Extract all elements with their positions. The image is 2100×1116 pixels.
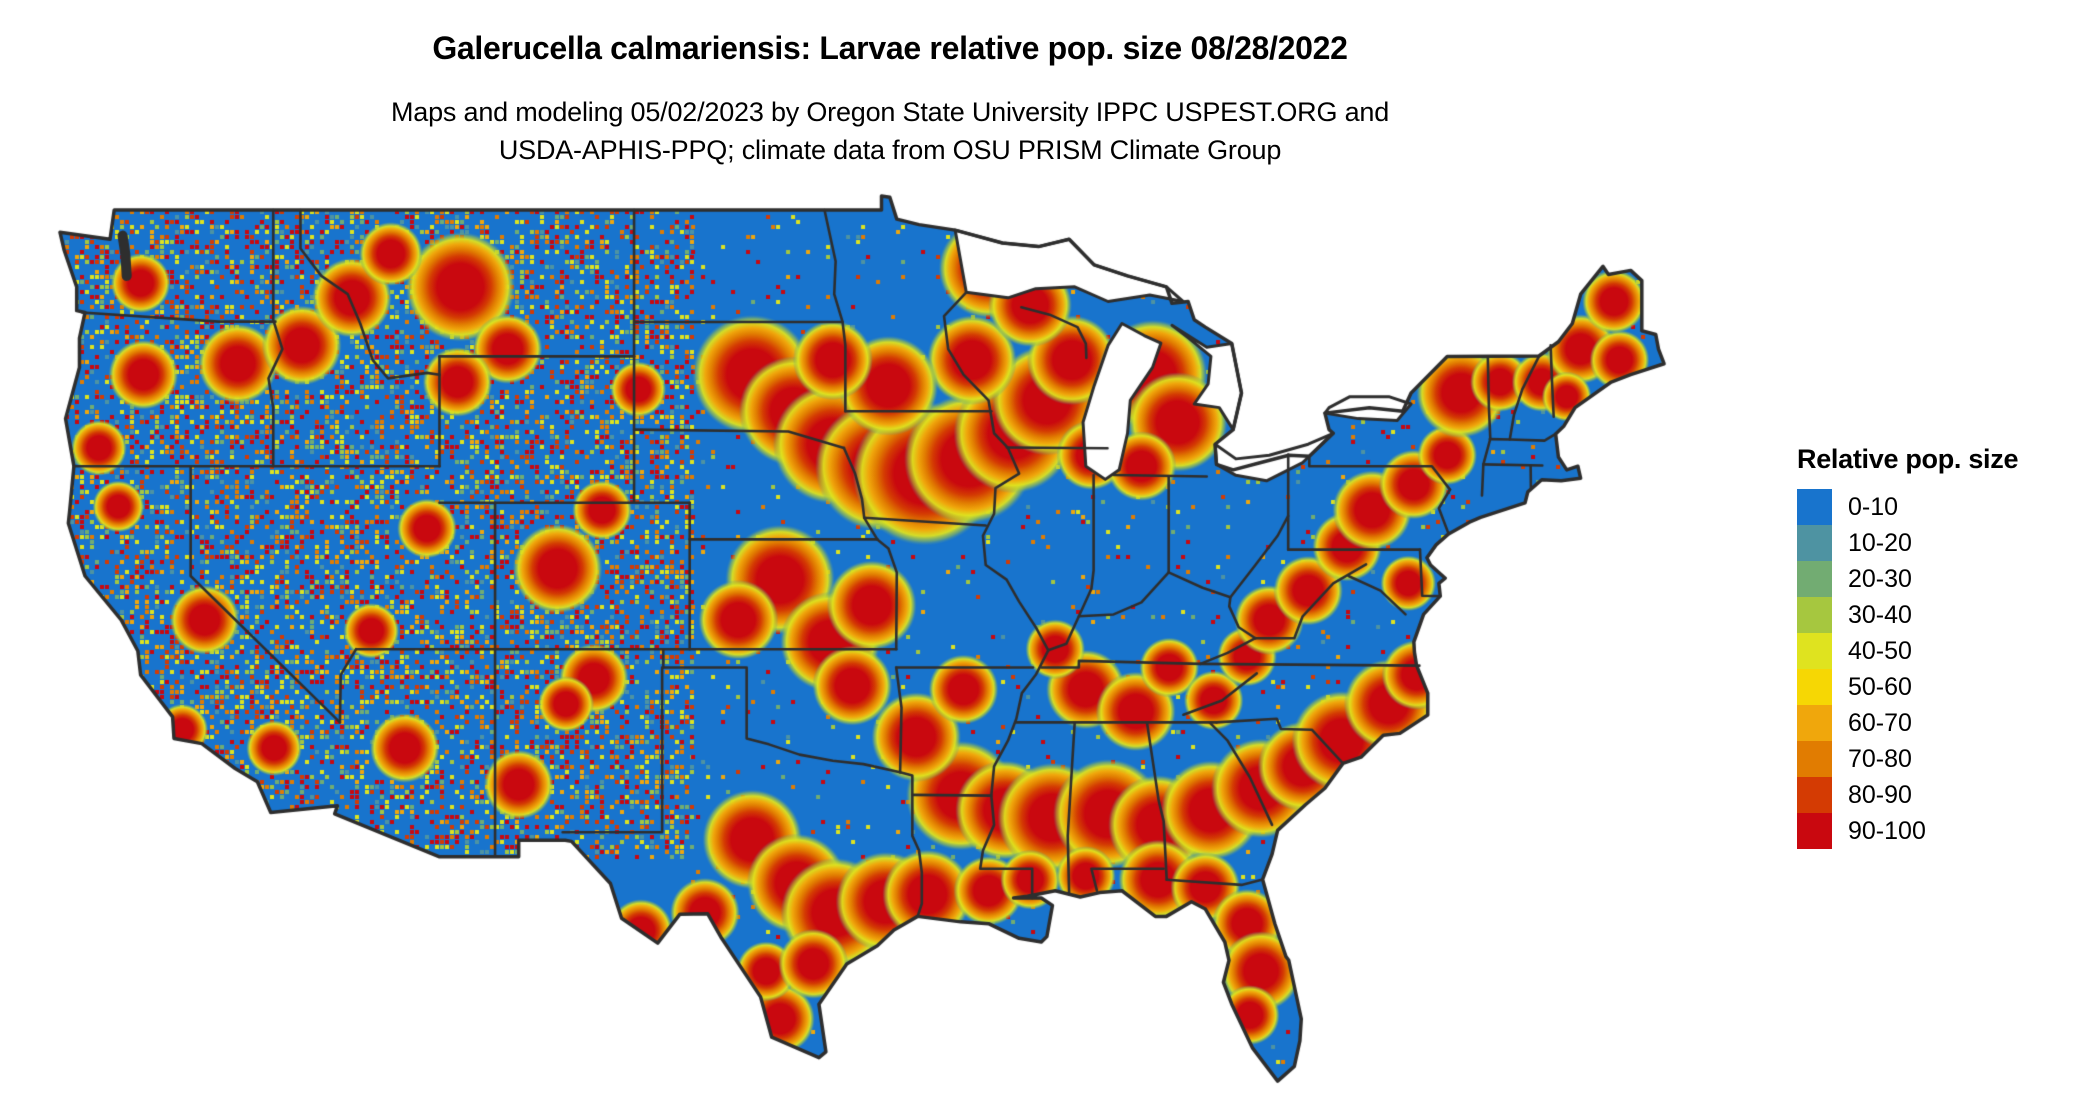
legend-item: 40-50 <box>1797 633 2018 669</box>
legend-swatch <box>1797 813 1832 849</box>
legend-item: 20-30 <box>1797 561 2018 597</box>
legend-item-label: 30-40 <box>1848 600 1912 629</box>
legend-item-label: 80-90 <box>1848 780 1912 809</box>
legend-swatch <box>1797 489 1832 525</box>
legend-swatch <box>1797 705 1832 741</box>
legend-item: 30-40 <box>1797 597 2018 633</box>
legend-item-label: 60-70 <box>1848 708 1912 737</box>
legend-item-label: 20-30 <box>1848 564 1912 593</box>
legend: Relative pop. size 0-10 10-20 20-30 30-40 40… <box>1797 444 2018 849</box>
legend-item-label: 40-50 <box>1848 636 1912 665</box>
legend-items: 0-10 10-20 20-30 30-40 40-50 50-60 60-70 70-80 8… <box>1797 489 2018 849</box>
legend-swatch <box>1797 525 1832 561</box>
map-subtitle-line1: Maps and modeling 05/02/2023 by Oregon S… <box>390 97 1390 127</box>
legend-item: 0-10 <box>1797 489 2018 525</box>
legend-item-label: 10-20 <box>1848 528 1912 557</box>
legend-item-label: 90-100 <box>1848 816 1926 845</box>
legend-item: 70-80 <box>1797 741 2018 777</box>
legend-item: 60-70 <box>1797 705 2018 741</box>
legend-item-label: 50-60 <box>1848 672 1912 701</box>
legend-swatch <box>1797 741 1832 777</box>
legend-item: 50-60 <box>1797 669 2018 705</box>
legend-item: 90-100 <box>1797 813 2018 849</box>
legend-item: 10-20 <box>1797 525 2018 561</box>
legend-swatch <box>1797 777 1832 813</box>
legend-item-label: 0-10 <box>1848 492 1899 521</box>
legend-swatch <box>1797 597 1832 633</box>
legend-swatch <box>1797 633 1832 669</box>
legend-item-label: 70-80 <box>1848 744 1912 773</box>
us-map-canvas <box>30 150 1710 1116</box>
title-block: Galerucella calmariensis: Larvae relativ… <box>0 30 1780 169</box>
legend-swatch <box>1797 669 1832 705</box>
legend-title: Relative pop. size <box>1797 444 2019 474</box>
map-title: Galerucella calmariensis: Larvae relativ… <box>432 30 1348 66</box>
legend-item: 80-90 <box>1797 777 2018 813</box>
legend-swatch <box>1797 561 1832 597</box>
